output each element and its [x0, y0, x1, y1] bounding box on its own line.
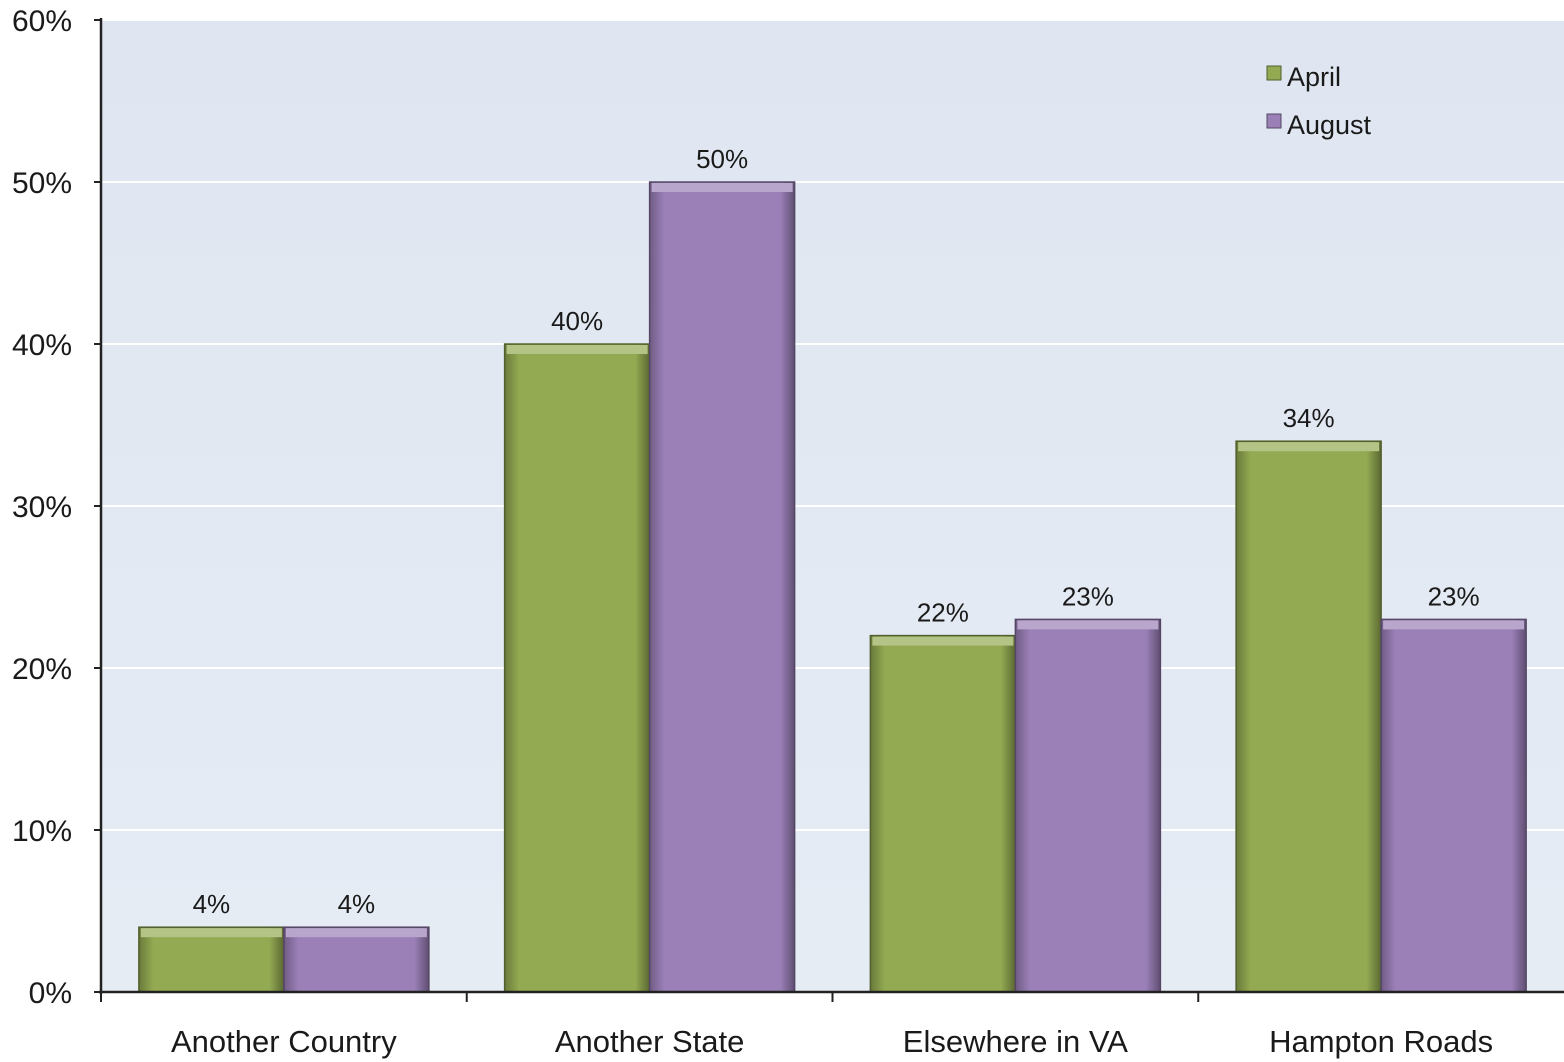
x-tick-label: Elsewhere in VA — [903, 1024, 1128, 1059]
data-label: 22% — [917, 598, 969, 628]
bar-august — [648, 181, 796, 993]
bar-april — [1235, 440, 1382, 993]
y-tick-label: 40% — [12, 329, 72, 362]
legend-label-april: April — [1287, 62, 1341, 92]
y-axis-ticks: 0% 10% 20% 30% 40% 50% 60% — [12, 5, 101, 1010]
bar-top-bevel — [651, 183, 793, 192]
data-label: 23% — [1428, 581, 1480, 611]
y-tick-label: 0% — [29, 977, 72, 1010]
data-label: 34% — [1283, 403, 1335, 433]
bar-top-bevel — [506, 345, 648, 354]
data-label: 40% — [551, 306, 603, 336]
x-tick-label: Another Country — [171, 1024, 397, 1059]
bar-top-bevel — [1383, 620, 1525, 630]
x-tick-label: Another State — [555, 1024, 745, 1059]
legend-label-august: August — [1287, 110, 1372, 140]
data-label: 50% — [696, 144, 748, 174]
bar-april — [869, 634, 1017, 993]
data-labels: 4% 4% 40% 50% 22% 23% 34% 23% — [193, 144, 1480, 919]
legend: April August — [1266, 62, 1372, 140]
bar-top-bevel — [1017, 620, 1159, 630]
y-tick-label: 10% — [12, 815, 72, 848]
data-label: 23% — [1062, 581, 1114, 611]
y-tick-label: 20% — [12, 653, 72, 686]
bar-april — [503, 343, 651, 993]
legend-swatch-august — [1266, 113, 1282, 129]
data-label: 4% — [193, 889, 231, 919]
bars — [138, 181, 1527, 993]
legend-swatch-april — [1266, 65, 1282, 81]
bar-top-bevel — [285, 928, 427, 938]
data-label: 4% — [338, 889, 376, 919]
bar-august — [1380, 618, 1527, 993]
bar-august — [1014, 618, 1162, 993]
x-axis-ticks: Another Country Another State Elsewhere in… — [100, 992, 1493, 1059]
y-tick-label: 60% — [12, 5, 72, 38]
bar-august — [283, 926, 430, 993]
y-tick-label: 30% — [12, 491, 72, 524]
x-tick-label: Hampton Roads — [1269, 1024, 1493, 1059]
bar-top-bevel — [1238, 442, 1380, 452]
bar-top-bevel — [140, 928, 282, 938]
gridlines — [101, 19, 1564, 831]
bar-top-bevel — [872, 636, 1014, 646]
y-tick-label: 50% — [12, 167, 72, 200]
